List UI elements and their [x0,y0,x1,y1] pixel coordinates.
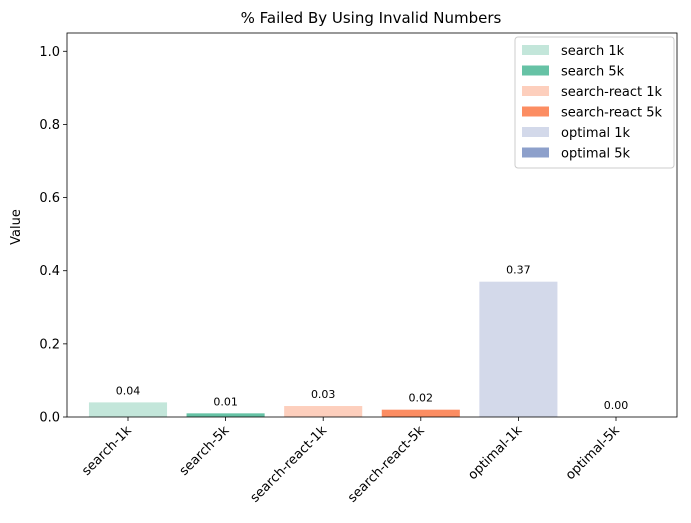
legend-label: search-react 5k [561,106,663,121]
data-label-search-react-5k: 0.02 [409,392,434,405]
legend-swatch [522,86,549,96]
legend-label: optimal 5k [561,147,631,162]
bar-search-react-1k [284,406,363,417]
y-axis-label: Value [9,209,24,245]
bar-optimal-1k [479,281,558,417]
y-tick-label: 0.2 [39,337,60,352]
legend-swatch [522,106,549,117]
legend-box [514,36,675,169]
legend-swatch [522,127,549,137]
legend-label: optimal 1k [561,126,631,141]
legend-label: search-react 1k [561,85,663,100]
bar-search-react-5k [381,409,460,417]
legend-swatch [522,45,549,55]
legend-label: search 1k [561,44,625,59]
x-tick-label-search-react-1k: search-react-1k [248,423,331,506]
plot-frame [66,32,678,418]
y-tick-label: 0.6 [39,191,60,206]
bar-search-5k [186,413,265,417]
x-tick-label-optimal-5k: optimal-5k [563,423,623,483]
bars-group [88,281,558,417]
legend-label: search 5k [561,65,625,80]
data-label-optimal-5k: 0.00 [604,399,629,412]
y-tick-label: 0.4 [39,264,60,279]
data-label-search-1k: 0.04 [116,384,141,397]
y-tick-label: 1.0 [39,45,60,60]
data-label-optimal-1k: 0.37 [506,264,531,277]
x-tick-label-search-5k: search-5k [177,423,233,479]
legend: search 1k search 5k search-react 1k search-… [514,36,675,169]
data-labels-group: 0.04 0.01 0.03 0.02 0.37 0.00 [116,264,629,412]
legend-swatch [522,147,549,158]
chart-title: % Failed By Using Invalid Numbers [241,9,502,27]
x-tick-label-search-1k: search-1k [79,423,135,479]
y-tick-label: 0.0 [39,411,60,426]
x-tick-label-optimal-1k: optimal-1k [465,423,525,483]
legend-swatch [522,65,549,76]
data-label-search-react-1k: 0.03 [311,388,336,401]
data-label-search-5k: 0.01 [213,395,238,408]
x-tick-label-search-react-5k: search-react-5k [345,423,428,506]
y-tick-label: 0.8 [39,118,60,133]
bar-search-1k [88,402,168,417]
